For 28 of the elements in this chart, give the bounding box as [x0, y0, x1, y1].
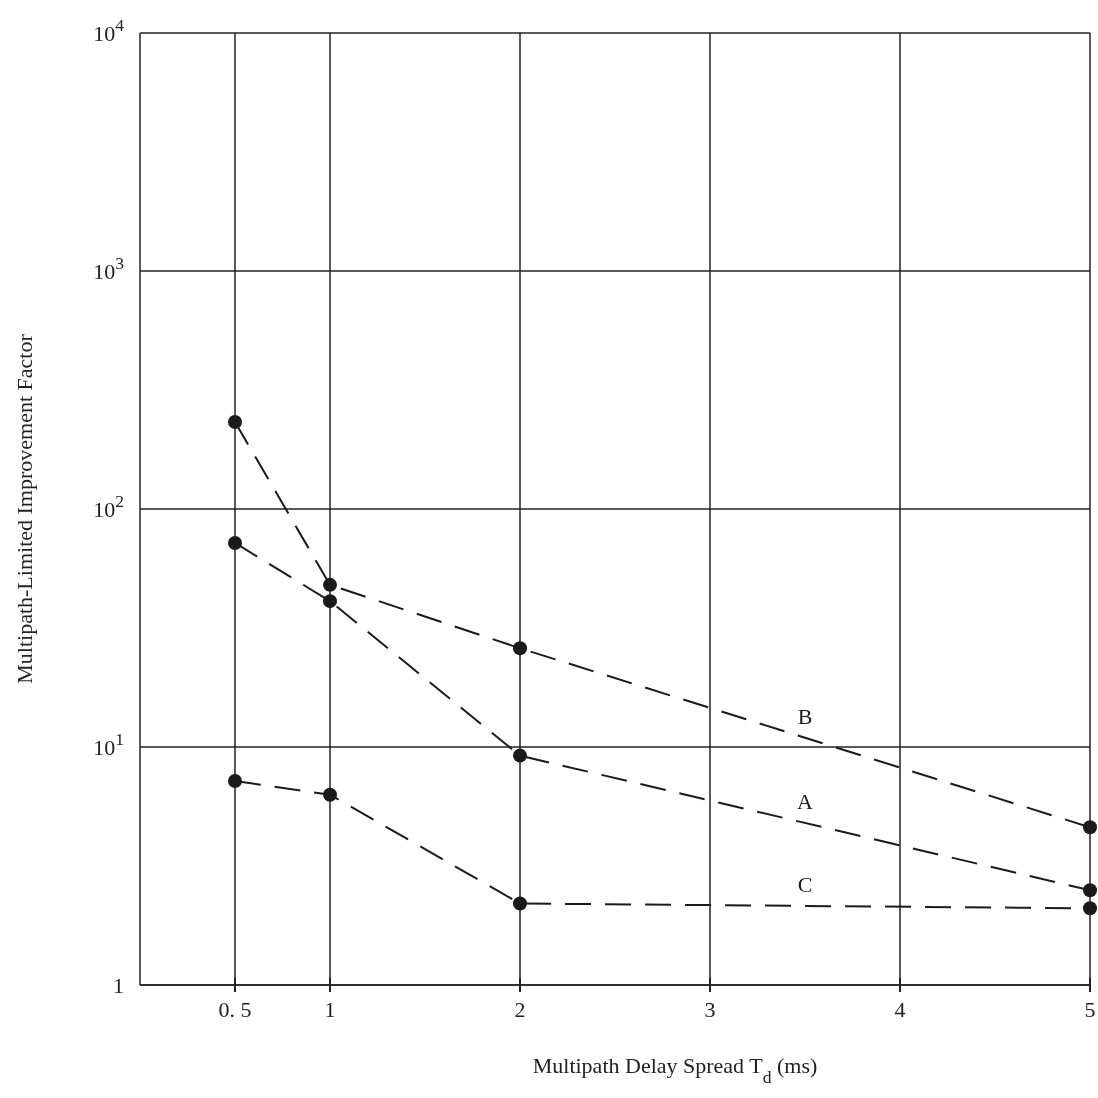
- point: [1083, 901, 1097, 916]
- x-tick-label: 5: [1084, 997, 1096, 1022]
- y-tick-label: 1: [113, 973, 124, 998]
- x-tick-label: 0. 5: [218, 997, 252, 1022]
- y-tick-label: 10$^{2}$: [93, 491, 124, 522]
- y-axis-title: Multipath-Limited Improvement Factor: [12, 333, 37, 684]
- point: [228, 773, 242, 788]
- series-label: C: [797, 871, 813, 897]
- series-label: A: [797, 788, 814, 814]
- point: [323, 594, 337, 609]
- x-axis-title: Multipath Delay Spread T$_{d}$ (ms): [532, 1053, 818, 1087]
- x-tick-label: 3: [704, 997, 716, 1022]
- point: [1083, 883, 1097, 898]
- y-tick-label: 10$^{3}$: [93, 253, 125, 284]
- point: [323, 787, 337, 802]
- x-tick-label: 4: [894, 997, 906, 1022]
- series-label: B: [797, 703, 813, 729]
- y-tick-label: 10$^{1}$: [93, 729, 124, 760]
- point: [513, 896, 527, 911]
- point: [1083, 820, 1097, 835]
- x-tick-label: 1: [324, 997, 336, 1022]
- point: [323, 577, 337, 592]
- point: [228, 415, 242, 430]
- point: [513, 641, 527, 656]
- point: [513, 748, 527, 763]
- point: [228, 535, 242, 550]
- x-tick-label: 2: [514, 997, 526, 1022]
- y-tick-label: 10$^{4}$: [93, 15, 125, 46]
